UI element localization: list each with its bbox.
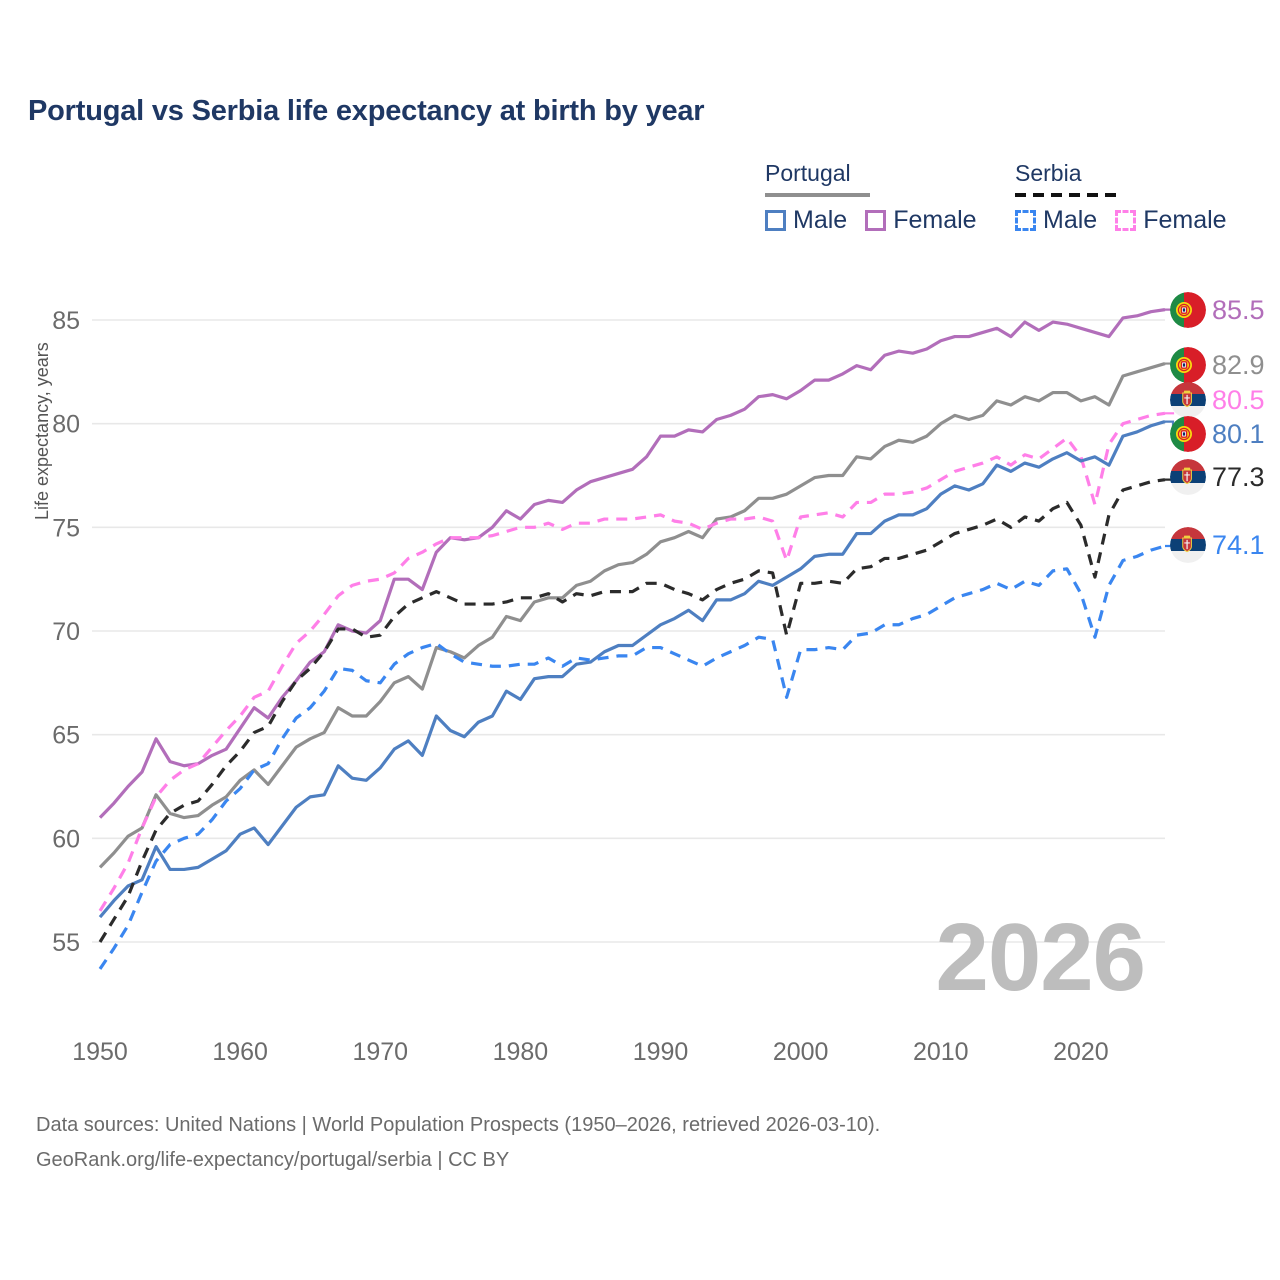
legend-item-portugal-female[interactable]: Female bbox=[865, 206, 977, 235]
legend-swatch-serbia-female bbox=[1115, 210, 1137, 231]
end-label-value: 74.1 bbox=[1212, 529, 1265, 560]
end-label-value: 77.3 bbox=[1212, 461, 1265, 492]
portugal-flag bbox=[1170, 292, 1206, 328]
serbia-flag-icon bbox=[1170, 527, 1206, 563]
portugal-flag-icon bbox=[1170, 347, 1206, 383]
x-tick-2020: 2020 bbox=[1053, 1038, 1109, 1066]
end-label-77.3: 77.3 bbox=[1170, 459, 1265, 495]
legend-item-serbia-female[interactable]: Female bbox=[1115, 206, 1227, 235]
series-line-portugal-female bbox=[98, 308, 1166, 819]
legend: Portugal Male Female Serbia Male bbox=[760, 160, 1260, 240]
serbia-flag bbox=[1170, 382, 1206, 418]
y-tick-85: 85 bbox=[52, 307, 80, 335]
x-tick-1990: 1990 bbox=[633, 1038, 689, 1066]
x-tick-1970: 1970 bbox=[352, 1038, 408, 1066]
legend-rule-serbia bbox=[1015, 193, 1120, 197]
y-tick-65: 65 bbox=[52, 722, 80, 750]
footer: Data sources: United Nations | World Pop… bbox=[36, 1108, 1236, 1178]
end-label-value: 82.9 bbox=[1212, 349, 1265, 380]
portugal-flag bbox=[1170, 347, 1206, 383]
legend-rule-portugal bbox=[765, 193, 870, 197]
x-tick-1960: 1960 bbox=[212, 1038, 268, 1066]
legend-item-portugal-male[interactable]: Male bbox=[765, 206, 847, 235]
end-label-74.1: 74.1 bbox=[1170, 527, 1265, 563]
serbia-flag bbox=[1170, 459, 1206, 495]
legend-label-portugal-female: Female bbox=[893, 206, 977, 234]
legend-country-portugal: Portugal bbox=[765, 160, 851, 186]
series-line-portugal-total bbox=[98, 362, 1166, 869]
x-tick-2010: 2010 bbox=[913, 1038, 969, 1066]
y-tick-75: 75 bbox=[52, 514, 80, 542]
end-label-80.1: 80.1 bbox=[1170, 416, 1265, 452]
legend-label-portugal-male: Male bbox=[793, 206, 848, 234]
footer-data-sources: Data sources: United Nations | World Pop… bbox=[36, 1114, 881, 1136]
end-label-value: 85.5 bbox=[1212, 294, 1265, 325]
page-title: Portugal vs Serbia life expectancy at bi… bbox=[28, 95, 705, 127]
x-tick-labels: 1950 1960 1970 1980 1990 2000 2010 2020 bbox=[72, 1038, 1109, 1066]
legend-swatch-serbia-male bbox=[1015, 210, 1036, 231]
end-label-value: 80.1 bbox=[1212, 418, 1265, 449]
portugal-flag-icon bbox=[1170, 416, 1206, 452]
legend-country-serbia: Serbia bbox=[1015, 160, 1082, 186]
serbia-flag bbox=[1170, 527, 1206, 563]
x-tick-1980: 1980 bbox=[493, 1038, 549, 1066]
legend-group-portugal: Portugal Male Female bbox=[765, 160, 977, 235]
footer-attribution: GeoRank.org/life-expectancy/portugal/ser… bbox=[36, 1149, 510, 1171]
portugal-flag-icon bbox=[1170, 292, 1206, 328]
serbia-flag-icon bbox=[1170, 459, 1206, 495]
legend-label-serbia-male: Male bbox=[1043, 206, 1098, 234]
legend-swatch-portugal-female bbox=[865, 210, 887, 231]
end-label-85.5: 85.5 bbox=[1170, 292, 1265, 328]
y-tick-labels: 55 60 65 70 75 80 85 bbox=[52, 307, 80, 957]
end-label-82.9: 82.9 bbox=[1170, 347, 1265, 383]
gridlines bbox=[92, 319, 1165, 943]
legend-group-serbia: Serbia Male Female bbox=[1015, 160, 1227, 235]
serbia-flag-icon bbox=[1170, 382, 1206, 418]
y-tick-60: 60 bbox=[52, 825, 80, 853]
series-line-serbia-total bbox=[98, 478, 1166, 943]
legend-item-serbia-male[interactable]: Male bbox=[1015, 206, 1097, 235]
portugal-flag bbox=[1170, 416, 1206, 452]
x-tick-1950: 1950 bbox=[72, 1038, 128, 1066]
y-tick-70: 70 bbox=[52, 618, 80, 646]
leader-line-77.3 bbox=[1165, 475, 1175, 481]
series-line-serbia-male bbox=[98, 544, 1166, 970]
year-watermark: 2026 bbox=[935, 904, 1145, 1011]
legend-label-serbia-female: Female bbox=[1143, 206, 1227, 234]
y-tick-55: 55 bbox=[52, 929, 80, 957]
series-line-portugal-male bbox=[98, 420, 1166, 919]
end-label-80.5: 80.5 bbox=[1170, 382, 1265, 418]
y-tick-80: 80 bbox=[52, 411, 80, 439]
x-tick-2000: 2000 bbox=[773, 1038, 829, 1066]
legend-swatch-portugal-male bbox=[765, 210, 786, 231]
end-label-value: 80.5 bbox=[1212, 384, 1265, 415]
series-lines bbox=[98, 308, 1166, 970]
